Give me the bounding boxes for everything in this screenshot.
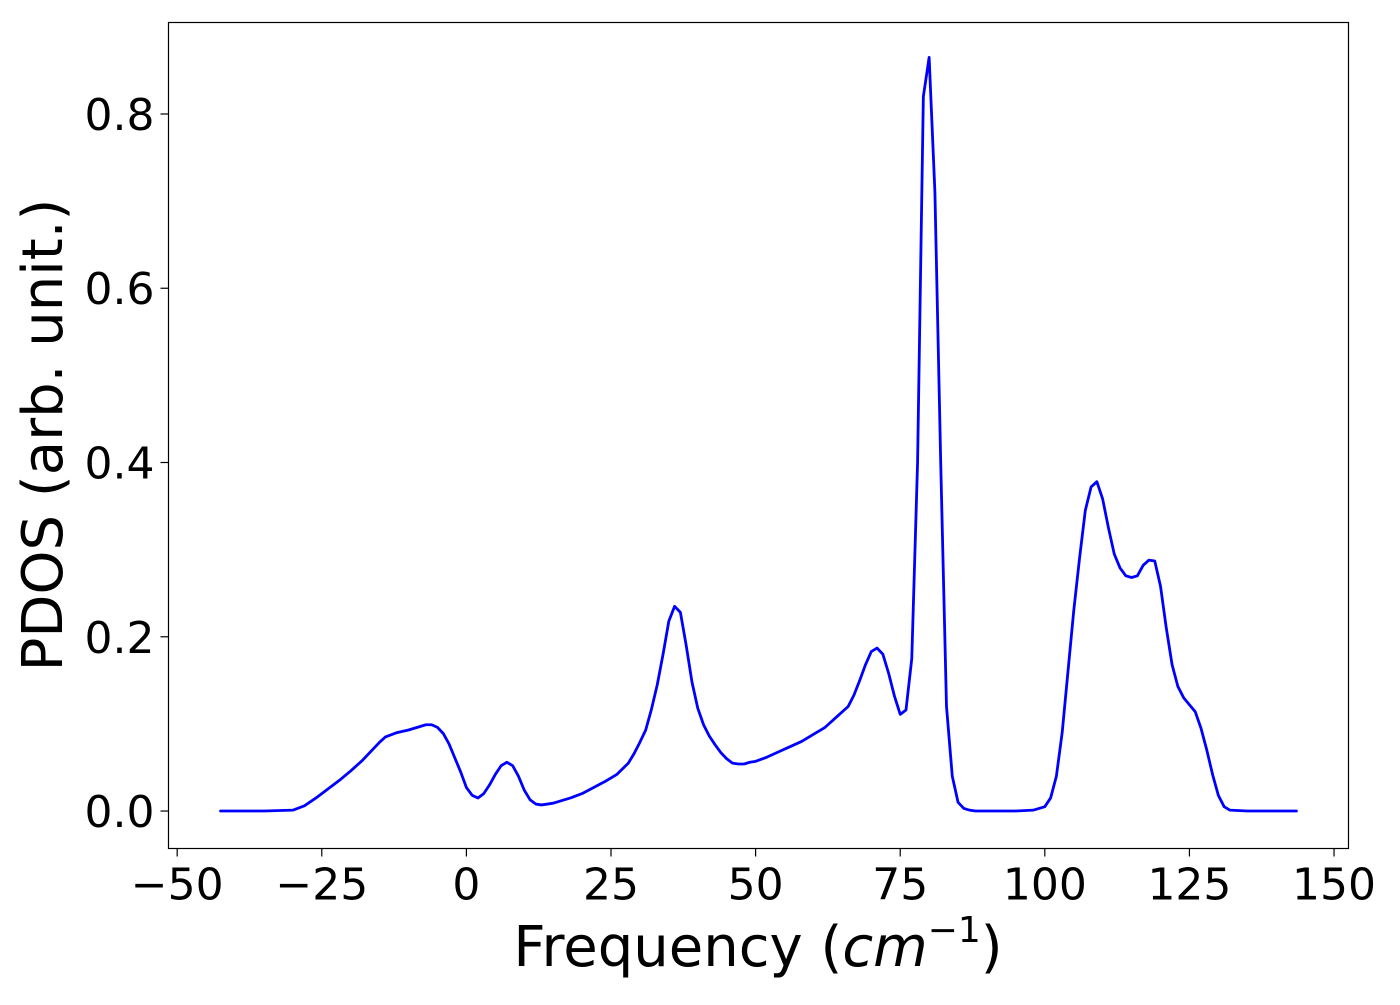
y-tick-label: 0.6	[85, 264, 155, 315]
x-axis-ticks: −50 −25 0 25 50 75 100 125 150	[131, 848, 1376, 911]
y-tick-label: 0.2	[85, 613, 155, 664]
x-tick-label: −50	[131, 860, 224, 911]
series-line-pdos	[219, 55, 1298, 813]
x-axis-label: Frequency (cm−1)	[513, 910, 1002, 980]
x-tick-label: 25	[583, 860, 639, 911]
y-tick-label: 0.8	[85, 90, 155, 141]
x-tick-label: 50	[728, 860, 784, 911]
x-tick-label: 150	[1292, 860, 1376, 911]
y-tick-label: 0.0	[85, 787, 155, 838]
x-tick-label: −25	[275, 860, 368, 911]
x-tick-label: 125	[1147, 860, 1231, 911]
x-tick-label: 75	[872, 860, 928, 911]
y-axis-ticks: 0.0 0.2 0.4 0.6 0.8	[85, 90, 169, 838]
y-axis-label: PDOS (arb. unit.)	[11, 199, 76, 672]
plot-frame	[167, 21, 1350, 850]
x-tick-label: 0	[452, 860, 480, 911]
x-tick-label: 100	[1003, 860, 1087, 911]
y-tick-label: 0.4	[85, 439, 155, 490]
